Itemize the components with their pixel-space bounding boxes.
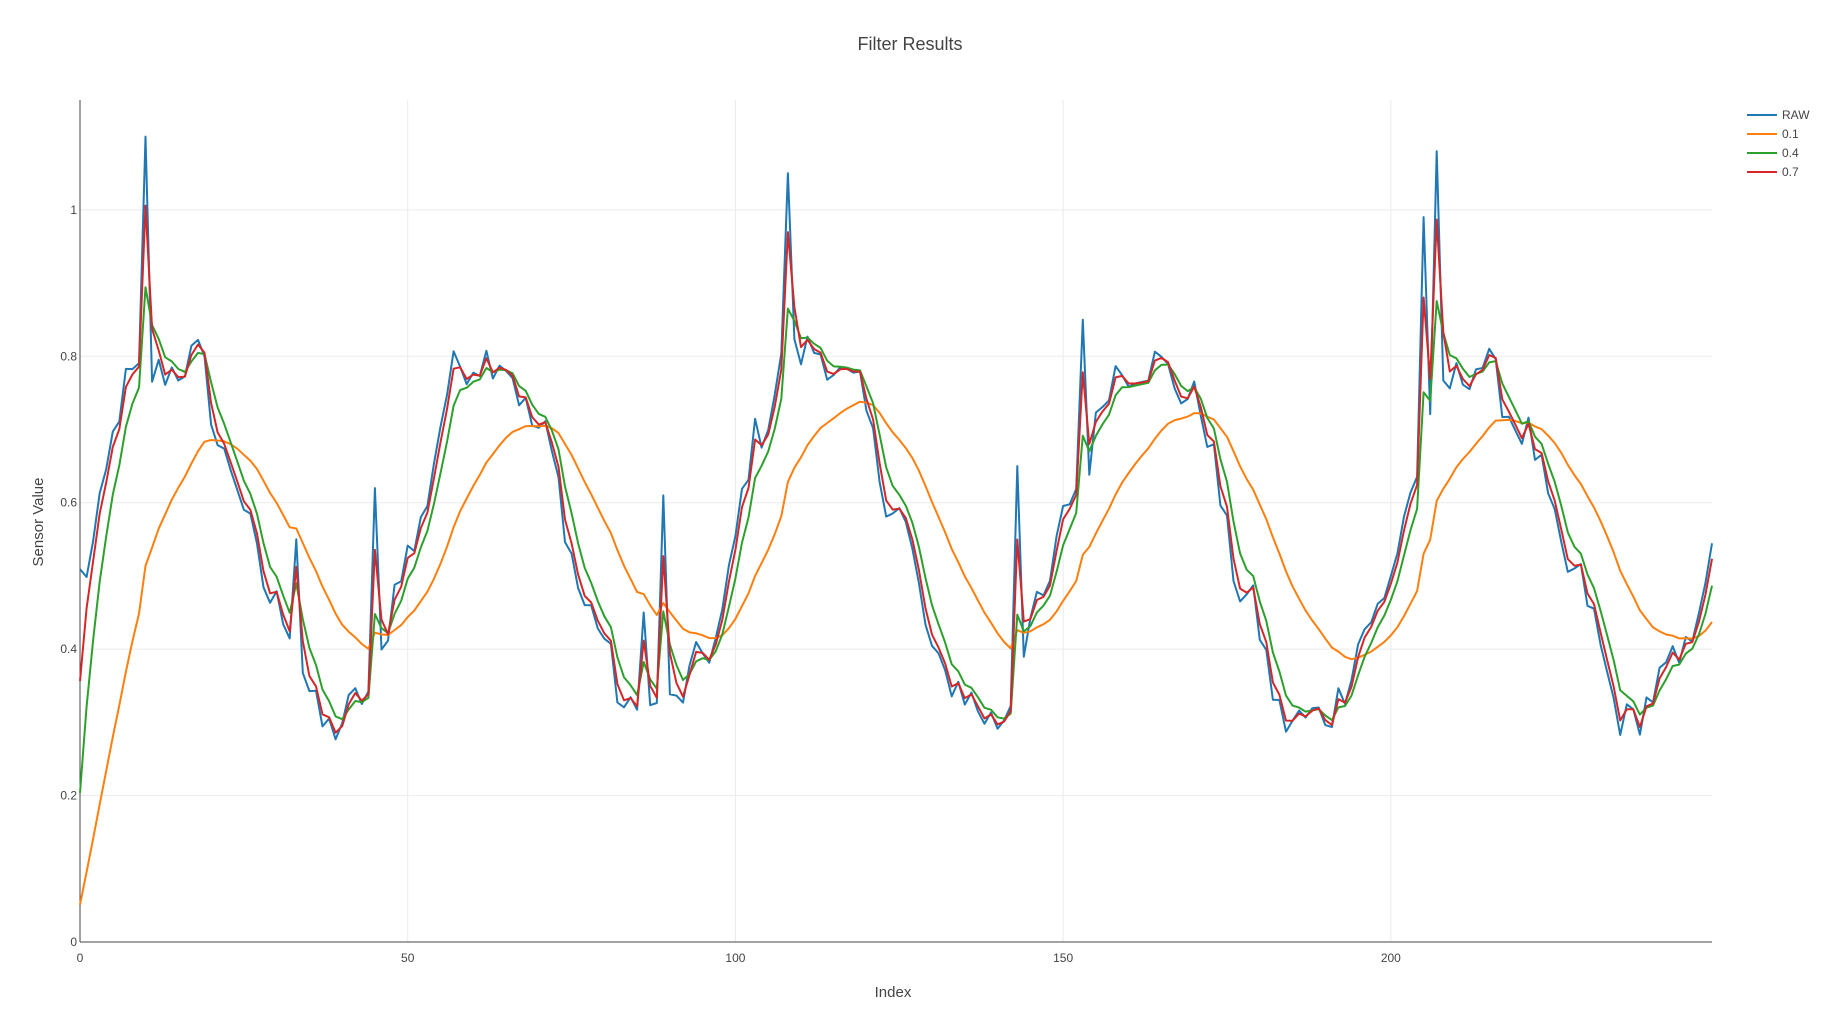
- series-line-0-7: [79, 204, 1713, 734]
- x-tick-label: 0: [77, 951, 84, 965]
- legend-label: 0.1: [1782, 127, 1799, 141]
- series-line-0-1: [79, 400, 1713, 905]
- y-tick-labels: 0 0.2 0.4 0.6 0.8 1: [60, 203, 77, 949]
- legend-label: RAW: [1782, 108, 1810, 122]
- x-axis-title: Index: [875, 984, 912, 1001]
- x-tick-label: 100: [725, 951, 745, 965]
- x-tick-label: 50: [401, 951, 415, 965]
- x-tick-label: 200: [1381, 951, 1401, 965]
- y-axis-title: Sensor Value: [30, 478, 47, 567]
- y-tick-label: 0.2: [60, 789, 77, 803]
- y-tick-label: 0.4: [60, 642, 77, 656]
- legend-label: 0.7: [1782, 165, 1799, 179]
- y-tick-label: 1: [70, 203, 77, 217]
- legend-label: 0.4: [1782, 146, 1799, 160]
- grid-lines: [80, 100, 1712, 942]
- y-tick-label: 0.8: [60, 349, 77, 363]
- y-tick-label: 0.6: [60, 496, 77, 510]
- legend: RAW 0.1 0.4 0.7: [1747, 108, 1810, 179]
- y-tick-label: 0: [70, 935, 77, 949]
- x-tick-label: 150: [1053, 951, 1073, 965]
- series-lines: [79, 135, 1713, 905]
- chart-title: Filter Results: [857, 34, 962, 54]
- series-line-0-4: [79, 286, 1713, 793]
- x-tick-labels: 0 50 100 150 200: [77, 951, 1402, 965]
